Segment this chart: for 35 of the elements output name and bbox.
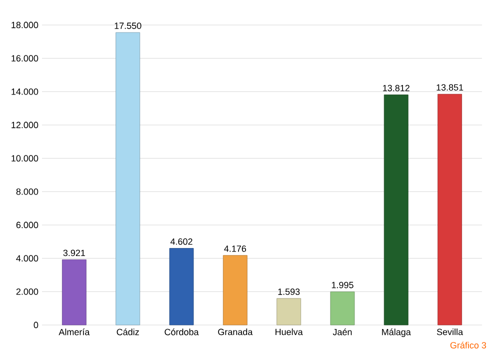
- bar: [62, 259, 86, 326]
- bar: [384, 94, 408, 326]
- y-tick-label: 4.000: [16, 255, 38, 262]
- x-tick-label: Almería: [58, 328, 90, 336]
- data-label: 13.812: [383, 84, 410, 92]
- y-tick-label: 2.000: [16, 288, 38, 295]
- data-label: 1.593: [278, 288, 300, 295]
- y-tick-label: 8.000: [16, 188, 38, 195]
- x-tick-label: Sevilla: [436, 328, 464, 336]
- x-tick-label: Jaén: [332, 328, 352, 336]
- data-label: 4.176: [224, 245, 246, 252]
- data-label: 13.851: [436, 84, 464, 91]
- bar: [330, 292, 355, 326]
- y-tick-label: 0: [34, 322, 38, 328]
- text: Gráfico 3: [450, 342, 486, 348]
- data-label: 1.995: [332, 282, 354, 288]
- x-tick-label: Cádiz: [116, 328, 139, 336]
- bar: [438, 94, 462, 326]
- data-label: 3.921: [63, 250, 86, 256]
- bar: [169, 248, 194, 326]
- x-tick-label: Córdoba: [164, 328, 199, 336]
- y-tick-label: 10.000: [12, 155, 38, 162]
- data-label: 17.550: [114, 22, 142, 29]
- y-tick-label: 12.000: [12, 122, 38, 128]
- data-label: 4.602: [170, 238, 192, 245]
- bar: [116, 32, 140, 326]
- y-tick-label: 6.000: [16, 222, 38, 228]
- y-tick-label: 16.000: [12, 55, 38, 62]
- x-tick-label: Málaga: [382, 328, 411, 338]
- x-tick-label: Huelva: [276, 328, 303, 336]
- x-tick-label: Granada: [218, 328, 253, 336]
- bar: [276, 298, 302, 326]
- bar: [222, 255, 248, 326]
- y-tick-label: 18.000: [12, 22, 38, 28]
- y-tick-label: 14.000: [12, 88, 38, 95]
